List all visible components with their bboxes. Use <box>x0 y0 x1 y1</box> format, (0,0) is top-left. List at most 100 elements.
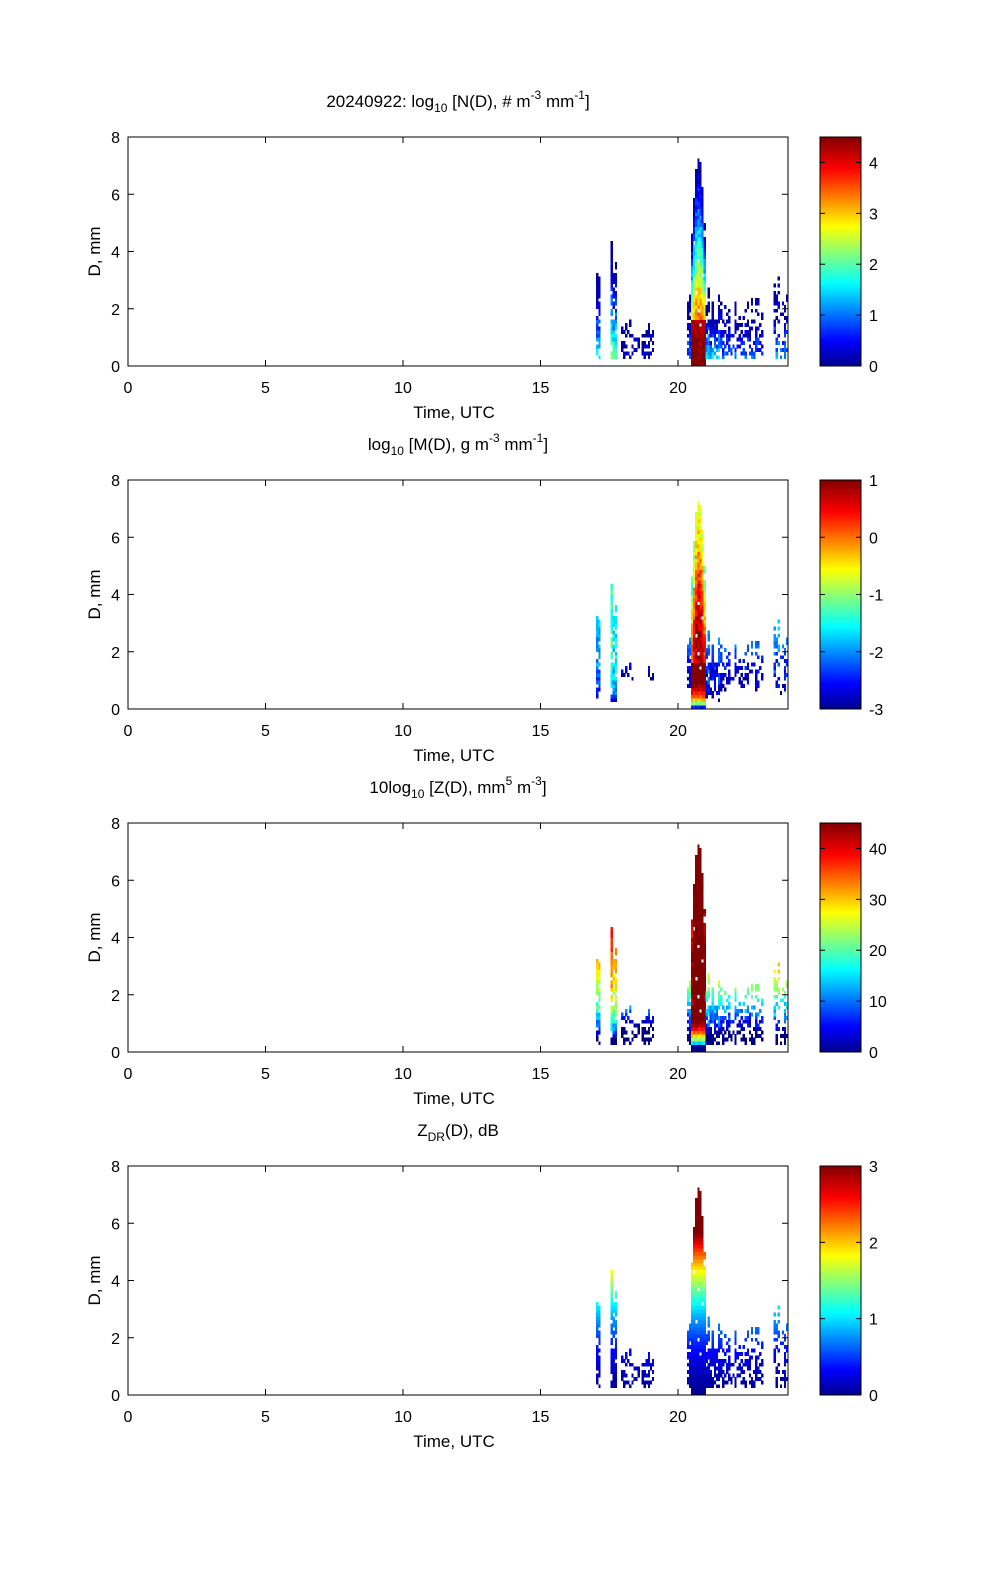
heatmap-cell <box>734 1341 737 1346</box>
heatmap-cell <box>715 1005 719 1010</box>
heatmap-cell <box>701 190 704 195</box>
heatmap-cell <box>724 1380 727 1385</box>
heatmap-cell <box>598 280 601 285</box>
heatmap-cell <box>722 683 725 688</box>
heatmap-cell <box>598 319 601 324</box>
heatmap-cell <box>686 666 690 670</box>
heatmap-cell <box>701 222 704 227</box>
heatmap-cell <box>701 969 704 974</box>
heatmap-cell <box>697 280 700 285</box>
heatmap-cell <box>707 976 710 981</box>
heatmap-cell <box>598 1005 601 1010</box>
heatmap-cell <box>697 862 700 867</box>
heatmap-cell <box>693 644 696 649</box>
heatmap-cell <box>693 587 696 592</box>
heatmap-cell <box>701 676 704 681</box>
heatmap-cell <box>598 1348 601 1353</box>
heatmap-cell <box>722 330 725 335</box>
heatmap-cell <box>686 340 690 345</box>
heatmap-cell <box>715 1041 719 1046</box>
heatmap-cell <box>699 966 702 971</box>
heatmap-cell <box>699 508 702 513</box>
heatmap-cell <box>647 673 651 678</box>
heatmap-cell <box>757 641 760 645</box>
heatmap-cell <box>705 1384 708 1389</box>
heatmap-cell <box>689 1330 692 1335</box>
heatmap-cell <box>695 515 698 520</box>
heatmap-cell <box>699 222 702 227</box>
heatmap-cell <box>705 348 708 352</box>
heatmap-cell <box>695 630 698 635</box>
heatmap-cell <box>691 276 694 281</box>
heatmap-cell <box>719 301 723 306</box>
heatmap-cell <box>709 1355 712 1360</box>
heatmap-cell <box>693 1316 696 1321</box>
heatmap-cell <box>755 1016 758 1021</box>
heatmap-cell <box>701 994 704 999</box>
heatmap-cell <box>647 1019 651 1024</box>
heatmap-cell <box>777 1026 781 1031</box>
heatmap-cell <box>734 1009 737 1013</box>
heatmap-cell <box>711 658 715 663</box>
heatmap-cell <box>783 333 787 338</box>
heatmap-cell <box>701 265 704 270</box>
heatmap-cell <box>691 340 694 345</box>
heatmap-cell <box>691 272 694 277</box>
heatmap-cell <box>693 351 696 356</box>
heatmap-cell <box>785 658 789 663</box>
heatmap-cell <box>699 251 702 256</box>
heatmap-cell <box>693 333 696 338</box>
heatmap-cell <box>598 1305 601 1310</box>
heatmap-cell <box>703 1030 706 1035</box>
heatmap-cell <box>697 594 700 599</box>
heatmap-cell <box>689 658 692 663</box>
y-tick-label: 2 <box>111 988 120 1005</box>
heatmap-cell <box>699 190 702 195</box>
heatmap-cell <box>691 1359 694 1364</box>
heatmap-cell <box>707 691 710 695</box>
heatmap-cell <box>643 1019 646 1024</box>
heatmap-cell <box>598 1341 601 1346</box>
heatmap-cell <box>598 1362 601 1367</box>
heatmap-cell <box>695 522 698 527</box>
heatmap-cell <box>697 287 700 292</box>
heatmap-cell <box>697 1273 700 1278</box>
heatmap-cell <box>701 555 704 560</box>
heatmap-cell <box>697 912 700 917</box>
heatmap-cell <box>689 980 692 985</box>
heatmap-cell <box>695 966 698 971</box>
heatmap-cell <box>614 1023 618 1028</box>
heatmap-cell <box>693 1226 696 1231</box>
heatmap-cell <box>614 283 618 288</box>
heatmap-cell <box>691 969 694 974</box>
heatmap-cell <box>717 676 721 681</box>
panel-z: 10log10 [Z(D), mm5 m-3]0 5 10 15 2002468Time… <box>85 774 887 1108</box>
heatmap-cell <box>781 655 785 660</box>
heatmap-cell <box>693 197 696 202</box>
heatmap-cell <box>697 987 700 992</box>
heatmap-cell <box>695 187 698 191</box>
heatmap-cell <box>703 966 706 971</box>
heatmap-cell <box>695 619 698 624</box>
heatmap-cell <box>703 1330 706 1335</box>
heatmap-cell <box>637 1366 640 1371</box>
heatmap-cell <box>757 1023 760 1028</box>
heatmap-cell <box>701 290 704 295</box>
heatmap-cell <box>695 565 698 570</box>
heatmap-cell <box>697 269 700 274</box>
heatmap-cell <box>691 705 694 710</box>
heatmap-cell <box>691 987 694 992</box>
heatmap-cell <box>693 233 696 238</box>
heatmap-cell <box>724 1359 727 1364</box>
heatmap-cell <box>785 1001 789 1006</box>
heatmap-cell <box>697 1233 700 1238</box>
heatmap-cell <box>715 326 719 331</box>
heatmap-cell <box>707 1012 710 1017</box>
heatmap-cell <box>701 705 704 710</box>
heatmap-cell <box>775 680 778 685</box>
heatmap-cell <box>750 1034 754 1038</box>
heatmap-cell <box>740 1369 743 1374</box>
heatmap-cell <box>697 626 700 631</box>
heatmap-cell <box>693 319 696 324</box>
